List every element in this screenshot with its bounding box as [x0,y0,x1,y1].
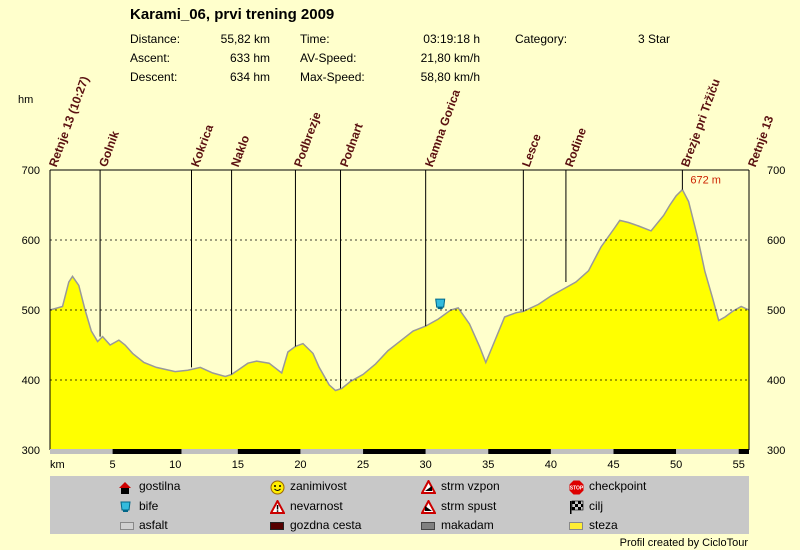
y-tick-label: 600 [22,235,40,247]
x-tick-label: 45 [607,459,619,471]
surface-segment [613,449,677,454]
time-label: Time: [300,32,330,46]
descent-label: Descent: [130,70,178,84]
legend-label: gozdna cesta [290,518,362,532]
category-label: Category: [515,32,568,46]
house-icon [119,482,131,494]
legend-panel: gostilna zanimivost strm vzpon STOP chec… [50,476,749,534]
legend-label: checkpoint [589,479,647,493]
surface-segment [112,449,182,454]
forest-road-swatch-icon [270,522,284,530]
checkered-flag-icon [570,500,584,514]
credit-text: Profil created by CicloTour [619,537,748,549]
legend-label: asfalt [139,518,168,532]
ascent-label: Ascent: [130,51,171,65]
y-tick-label-right: 700 [767,165,785,177]
y-tick-label-right: 300 [767,445,785,457]
legend-label: gostilna [139,479,181,493]
stop-icon: STOP [569,480,584,495]
descent-value: 634 hm [229,70,270,84]
surface-segment [237,449,301,454]
x-tick-label: 55 [733,459,745,471]
legend-label: makadam [441,518,494,532]
surface-segment [425,449,489,454]
legend-label: nevarnost [290,499,343,513]
elevation-line [49,188,750,392]
x-tick-label: 30 [420,459,432,471]
max-elevation-label: 672 m [690,175,721,187]
legend-label: cilj [589,499,603,513]
x-tick-label: 50 [670,459,682,471]
legend-label: bife [139,499,159,513]
x-tick-label: 20 [294,459,306,471]
y-tick-label: 400 [22,375,40,387]
ascent-value: 633 hm [229,51,270,65]
cup-icon [120,501,131,512]
distance-value: 55,82 km [220,32,270,46]
legend-label: zanimivost [290,479,347,493]
avspeed-value: 21,80 km/h [420,51,480,65]
x-tick-label: 25 [357,459,369,471]
surface-segment [300,449,364,454]
chart-title: Karami_06, prvi trening 2009 [130,6,335,23]
surface-segment [550,449,614,454]
legend-label: strm vzpon [441,479,500,493]
svg-text:STOP: STOP [570,486,584,492]
y-tick-label-right: 600 [767,235,785,247]
maxspeed-value: 58,80 km/h [420,70,480,84]
y-unit-label: hm [18,94,34,106]
legend-label: steza [589,518,618,532]
surface-segment [181,449,238,454]
trail-swatch-icon [569,522,583,530]
surface-segment [738,449,749,454]
asphalt-swatch-icon [120,522,134,530]
smiley-icon [270,480,285,495]
y-tick-label-right: 500 [767,305,785,317]
x-unit-label: km [50,459,65,471]
x-tick-label: 5 [110,459,116,471]
elevation-area [50,189,749,450]
gravel-swatch-icon [421,522,435,530]
x-tick-label: 10 [169,459,181,471]
y-tick-label: 500 [22,305,40,317]
y-tick-label: 700 [22,165,40,177]
time-value: 03:19:18 h [423,32,480,46]
x-tick-label: 35 [482,459,494,471]
surface-segment [676,449,739,454]
maxspeed-label: Max-Speed: [300,70,365,84]
y-tick-label-right: 400 [767,375,785,387]
cup-icon [435,298,446,310]
surface-segment [50,449,113,454]
steep-descent-icon [421,500,436,514]
avspeed-label: AV-Speed: [300,51,357,65]
x-tick-label: 15 [232,459,244,471]
distance-label: Distance: [130,32,181,46]
surface-segment [488,449,551,454]
steep-climb-icon [421,480,436,494]
warning-icon [270,500,285,514]
elevation-chart: 300 300 400 400 500 500 600 600 700 700 km 5 10 15 20 2… [22,165,786,471]
category-value: 3 Star [638,32,671,46]
x-tick-label: 40 [545,459,557,471]
y-tick-label: 300 [22,445,40,457]
surface-segment [363,449,426,454]
legend-label: strm spust [441,499,497,513]
